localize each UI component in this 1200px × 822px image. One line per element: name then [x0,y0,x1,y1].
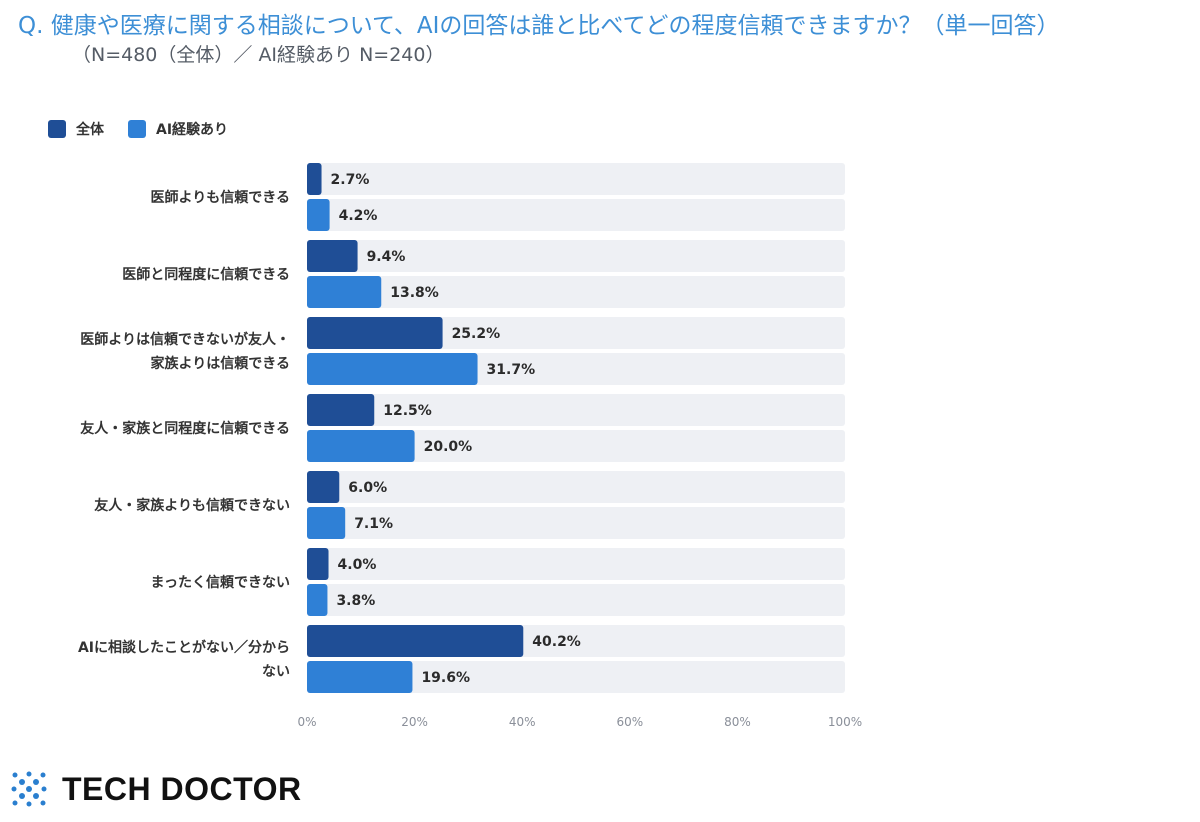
x-tick-label: 40% [509,715,536,729]
data-label: 9.4% [367,249,406,265]
brand-footer: TECH DOCTOR [8,768,302,810]
category-label: ない [262,664,290,680]
bar-track [307,394,845,426]
data-label: 3.8% [336,593,375,609]
bar-series-2 [307,276,382,308]
data-label: 6.0% [348,480,387,496]
bar-series-1 [307,163,322,195]
x-tick-label: 60% [616,715,643,729]
bar-series-2 [307,430,415,462]
chart-legend: 全体 AI経験あり [48,119,252,139]
category-label: AIに相談したことがない／分から [78,639,290,656]
data-label: 31.7% [487,362,536,378]
bar-track [307,430,845,462]
legend-label-series-1: 全体 [76,122,104,138]
bar-track [307,507,845,539]
data-label: 4.2% [339,208,378,224]
legend-label-series-2: AI経験あり [156,122,229,138]
x-tick-label: 100% [828,715,862,729]
bar-series-1 [307,240,358,272]
brand-name: TECH DOCTOR [62,770,302,807]
bar-track [307,584,845,616]
legend-swatch-series-1 [48,120,66,138]
bar-chart: 医師よりも信頼できる 2.7% 4.2% 医師と同程度に信頼できる 9.4% 13.8% 医… [78,163,862,729]
bar-track [307,276,845,308]
bar-series-2 [307,353,478,385]
data-label: 12.5% [383,403,432,419]
bar-series-1 [307,394,375,426]
data-label: 25.2% [452,326,501,342]
category-label: 家族よりは信頼できる [151,355,290,372]
bar-series-2 [307,199,330,231]
chart-question-title: Q. 健康や医療に関する相談について、AIの回答は誰と比べてどの程度信頼できます… [18,13,1060,39]
bar-track [307,240,845,272]
category-label: 医師よりは信頼できないが友人・ [80,331,290,348]
x-tick-label: 0% [297,715,316,729]
data-label: 4.0% [338,557,377,573]
category-label: 友人・家族よりも信頼できない [94,497,290,514]
legend-item-series-2: AI経験あり [128,119,228,139]
category-label: 医師と同程度に信頼できる [122,266,290,283]
chart-subtitle: （N=480（全体）／ AI経験あり N=240） [72,44,445,66]
category-label: 友人・家族と同程度に信頼できる [80,420,290,437]
bar-track [307,163,845,195]
data-label: 40.2% [532,634,581,650]
bar-series-1 [307,625,524,657]
bar-track [307,471,845,503]
bar-series-1 [307,548,329,580]
data-label: 19.6% [421,670,470,686]
data-label: 20.0% [424,439,473,455]
bar-track [307,548,845,580]
legend-item-series-1: 全体 [48,119,104,139]
bar-series-1 [307,317,443,349]
data-label: 13.8% [390,285,439,301]
bar-track [307,661,845,693]
category-label: 医師よりも信頼できる [151,189,290,206]
category-label: まったく信頼できない [151,574,290,591]
legend-swatch-series-2 [128,120,146,138]
data-label: 2.7% [331,172,370,188]
bar-series-2 [307,661,413,693]
bar-series-2 [307,584,328,616]
x-tick-label: 80% [724,715,751,729]
bar-series-1 [307,471,340,503]
bar-track [307,199,845,231]
data-label: 7.1% [354,516,393,532]
bar-series-2 [307,507,346,539]
dotted-cross-logo-icon [11,771,47,807]
x-tick-label: 20% [401,715,428,729]
